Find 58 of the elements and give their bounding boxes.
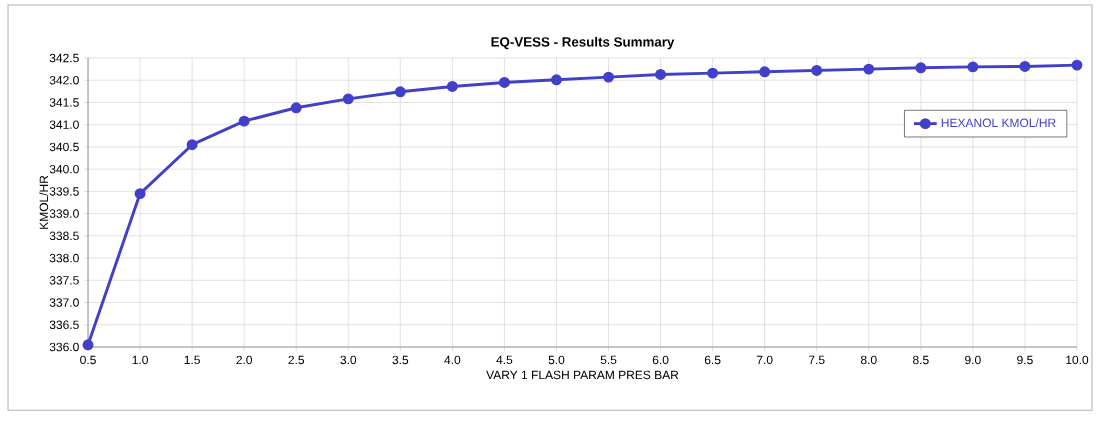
y-axis-title: KMOL/HR <box>39 175 49 229</box>
y-tick-label: 339.5 <box>49 187 79 196</box>
y-tick-label: 342.0 <box>49 75 79 85</box>
point <box>655 68 667 80</box>
x-tick-label: 1.0 <box>132 355 148 365</box>
x-tick-label: 3.0 <box>340 355 357 365</box>
point <box>134 188 146 200</box>
x-tick-label: 8.5 <box>913 355 929 365</box>
x-axis-title: VARY 1 FLASH PARAM PRES BAR <box>486 370 679 380</box>
point <box>394 86 406 98</box>
x-tick-label: 0.5 <box>80 355 96 365</box>
y-tick-label: 336.5 <box>49 320 79 330</box>
point <box>290 102 302 114</box>
x-tick-label: 1.5 <box>184 355 200 365</box>
chart-title: EQ-VESS - Results Summary <box>491 36 675 50</box>
point <box>498 76 510 88</box>
y-tick-label: 336.0 <box>49 342 79 352</box>
x-tick-label: 10.0 <box>1066 355 1089 365</box>
x-tick-label: 4.0 <box>444 355 461 365</box>
point <box>915 62 927 74</box>
x-tick-label: 2.0 <box>236 355 253 365</box>
x-tick-label: 3.5 <box>392 355 409 365</box>
x-tick-label: 4.5 <box>496 355 513 365</box>
point <box>446 80 458 92</box>
y-tick-label: 342.5 <box>49 53 79 63</box>
x-tick-label: 5.0 <box>548 355 565 365</box>
point <box>1019 60 1031 72</box>
x-tick-label: 9.0 <box>965 355 981 365</box>
x-tick-label: 5.5 <box>600 355 617 365</box>
y-tick-label: 338.5 <box>49 231 79 241</box>
legend-label: HEXANOL KMOL/HR <box>941 118 1056 128</box>
point <box>186 139 198 151</box>
y-tick-label: 337.5 <box>49 276 79 285</box>
point <box>342 93 354 105</box>
point <box>551 74 562 86</box>
point <box>759 66 771 78</box>
point <box>707 67 719 79</box>
x-tick-label: 7.5 <box>808 355 825 365</box>
y-tick-label: 340.5 <box>49 142 79 152</box>
point <box>603 71 614 83</box>
x-tick-label: 6.5 <box>704 355 721 365</box>
x-tick-label: 2.5 <box>288 355 305 365</box>
x-tick-label: 8.0 <box>860 355 877 365</box>
x-tick-label: 9.5 <box>1017 355 1033 365</box>
y-tick-label: 339.0 <box>49 209 79 218</box>
point <box>238 115 250 127</box>
point <box>811 64 823 76</box>
y-tick-label: 337.0 <box>49 298 79 307</box>
y-tick-label: 338.0 <box>49 253 79 263</box>
point <box>863 63 875 75</box>
point <box>1071 59 1083 71</box>
point <box>82 339 94 351</box>
y-tick-label: 341.0 <box>49 120 79 129</box>
point <box>967 61 979 73</box>
y-tick-label: 341.5 <box>49 98 79 107</box>
x-tick-label: 7.0 <box>756 355 773 365</box>
y-tick-label: 340.0 <box>49 164 79 174</box>
x-tick-label: 6.0 <box>652 355 669 365</box>
